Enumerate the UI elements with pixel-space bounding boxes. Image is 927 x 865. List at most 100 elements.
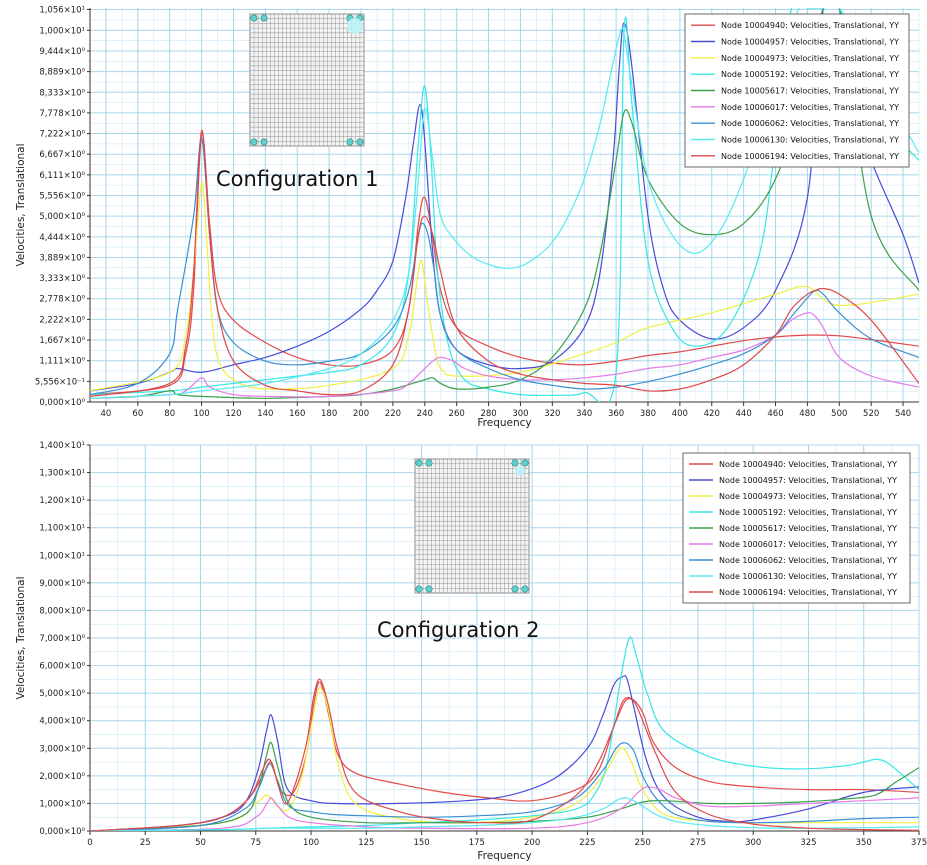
y-tick-label: 1,111×10⁰ xyxy=(39,357,85,367)
x-tick-label: 225 xyxy=(579,838,595,848)
series-line-4 xyxy=(90,636,919,831)
x-tick-label: 150 xyxy=(413,838,429,848)
y-tick-label: 7,222×10⁰ xyxy=(39,130,85,140)
x-tick-label: 0 xyxy=(87,838,92,848)
x-tick-label: 100 xyxy=(303,838,319,848)
legend-entry: Node 10004957: Velocities, Translational… xyxy=(719,476,897,485)
x-axis-label: Frequency xyxy=(477,850,531,862)
y-tick-label: 5,000×10⁰ xyxy=(39,212,85,222)
x-tick-label: 280 xyxy=(480,409,496,419)
legend-entry: Node 10006062: Velocities, Translational… xyxy=(721,119,899,128)
y-tick-label: 6,111×10⁰ xyxy=(39,171,85,181)
y-tick-label: 9,000×10⁰ xyxy=(39,579,85,589)
y-tick-label: 4,000×10⁰ xyxy=(39,717,85,727)
legend-entry: Node 10005192: Velocities, Translational… xyxy=(721,70,899,79)
y-tick-label: 1,000×10¹ xyxy=(39,26,85,36)
y-tick-label: 4,444×10⁰ xyxy=(39,233,85,243)
x-tick-label: 325 xyxy=(800,838,816,848)
x-axis-label: Frequency xyxy=(477,417,531,429)
x-tick-label: 200 xyxy=(353,409,369,419)
chart-configuration-1: 40 60 80 100 120 140 160 180 200 220 240 260 280 300 3… xyxy=(15,5,920,429)
x-tick-label: 480 xyxy=(799,409,815,419)
y-tick-label: 9,444×10⁰ xyxy=(39,47,85,57)
y-tick-label: 8,889×10⁰ xyxy=(39,68,85,78)
y-tick-label: 6,667×10⁰ xyxy=(39,150,85,160)
x-tick-label: 350 xyxy=(856,838,872,848)
legend-entry: Node 10006194: Velocities, Translational… xyxy=(719,588,897,597)
x-tick-label: 420 xyxy=(704,409,720,419)
legend-entry: Node 10006194: Velocities, Translational… xyxy=(721,152,899,161)
x-tick-label: 180 xyxy=(321,409,337,419)
series-line-9 xyxy=(90,130,919,397)
x-tick-label: 160 xyxy=(289,409,305,419)
plate-mesh-icon xyxy=(249,13,365,147)
configuration-label: Configuration 2 xyxy=(377,618,539,642)
series-line-6 xyxy=(90,786,919,831)
legend-entry: Node 10006130: Velocities, Translational… xyxy=(719,572,897,581)
y-tick-label: 1,100×10¹ xyxy=(39,524,85,534)
legend-entry: Node 10004973: Velocities, Translational… xyxy=(721,54,899,63)
y-tick-label: 0,000×10⁰ xyxy=(39,827,85,837)
configuration-label: Configuration 1 xyxy=(216,167,378,191)
x-tick-label: 360 xyxy=(608,409,624,419)
x-tick-label: 25 xyxy=(140,838,151,848)
x-tick-label: 250 xyxy=(635,838,651,848)
y-tick-label: 7,000×10⁰ xyxy=(39,634,85,644)
y-tick-label: 3,000×10⁰ xyxy=(39,744,85,754)
y-tick-label: 2,222×10⁰ xyxy=(39,315,85,325)
series-line-7 xyxy=(90,742,919,831)
y-tick-label: 5,000×10⁰ xyxy=(39,689,85,699)
series-line-2 xyxy=(90,8,919,392)
y-tick-label: 8,000×10⁰ xyxy=(39,606,85,616)
x-tick-label: 460 xyxy=(767,409,783,419)
x-tick-label: 175 xyxy=(469,838,485,848)
x-tick-label: 340 xyxy=(576,409,592,419)
plate-mesh-icon xyxy=(414,458,530,594)
y-axis-label: Velocities, Translational xyxy=(15,143,27,266)
y-tick-label: 2,778×10⁰ xyxy=(39,295,85,305)
legend-entry: Node 10005192: Velocities, Translational… xyxy=(719,508,897,517)
x-tick-label: 50 xyxy=(195,838,206,848)
chart-1-svg: 40 60 80 100 120 140 160 180 200 220 240 260 280 300 3… xyxy=(15,5,920,429)
x-tick-label: 100 xyxy=(193,409,209,419)
x-tick-label: 300 xyxy=(512,409,528,419)
y-tick-label: 5,556×10⁻¹ xyxy=(35,377,85,387)
y-tick-label: 1,200×10¹ xyxy=(39,496,85,506)
x-tick-label: 240 xyxy=(417,409,433,419)
y-tick-label: 1,056×10¹ xyxy=(39,5,85,15)
y-tick-label: 3,333×10⁰ xyxy=(39,274,85,284)
legend-entry: Node 10006062: Velocities, Translational… xyxy=(719,556,897,565)
chart-configuration-2: 0 25 50 75 100 125 150 175 200 225 250 275 300 325 350… xyxy=(0,437,927,865)
series-line-8 xyxy=(90,797,919,831)
legend-entry: Node 10004940: Velocities, Translational… xyxy=(721,21,899,30)
y-tick-label: 2,000×10⁰ xyxy=(39,772,85,782)
x-tick-label: 140 xyxy=(257,409,273,419)
x-tick-label: 40 xyxy=(101,409,112,419)
chart-2-svg: 0 25 50 75 100 125 150 175 200 225 250 275 300 325 350… xyxy=(15,441,927,862)
x-tick-label: 120 xyxy=(225,409,241,419)
y-tick-label: 1,400×10¹ xyxy=(39,441,85,451)
x-tick-label: 320 xyxy=(544,409,560,419)
y-tick-label: 0,000×10⁰ xyxy=(39,398,85,408)
x-tick-label: 520 xyxy=(863,409,879,419)
legend-entry: Node 10005617: Velocities, Translational… xyxy=(721,87,899,96)
y-tick-label: 3,889×10⁰ xyxy=(39,253,85,263)
series-line-9 xyxy=(90,678,919,831)
series-line-3 xyxy=(90,181,919,392)
legend-entry: Node 10004973: Velocities, Translational… xyxy=(719,492,897,501)
series-line-6 xyxy=(90,312,919,399)
y-tick-label: 5,556×10⁰ xyxy=(39,191,85,201)
series-group xyxy=(90,636,919,831)
series-line-2 xyxy=(90,675,919,831)
legend-entry: Node 10006017: Velocities, Translational… xyxy=(719,540,897,549)
legend: Node 10004940: Velocities, Translational… xyxy=(684,13,910,168)
y-tick-label: 6,000×10⁰ xyxy=(39,662,85,672)
legend: Node 10004940: Velocities, Translational… xyxy=(682,452,911,604)
y-tick-label: 1,300×10¹ xyxy=(39,469,85,479)
x-tick-label: 380 xyxy=(640,409,656,419)
y-tick-label: 7,778×10⁰ xyxy=(39,109,85,119)
legend-box xyxy=(684,13,910,168)
legend-box xyxy=(682,452,911,604)
x-tick-label: 125 xyxy=(358,838,374,848)
x-tick-label: 220 xyxy=(385,409,401,419)
